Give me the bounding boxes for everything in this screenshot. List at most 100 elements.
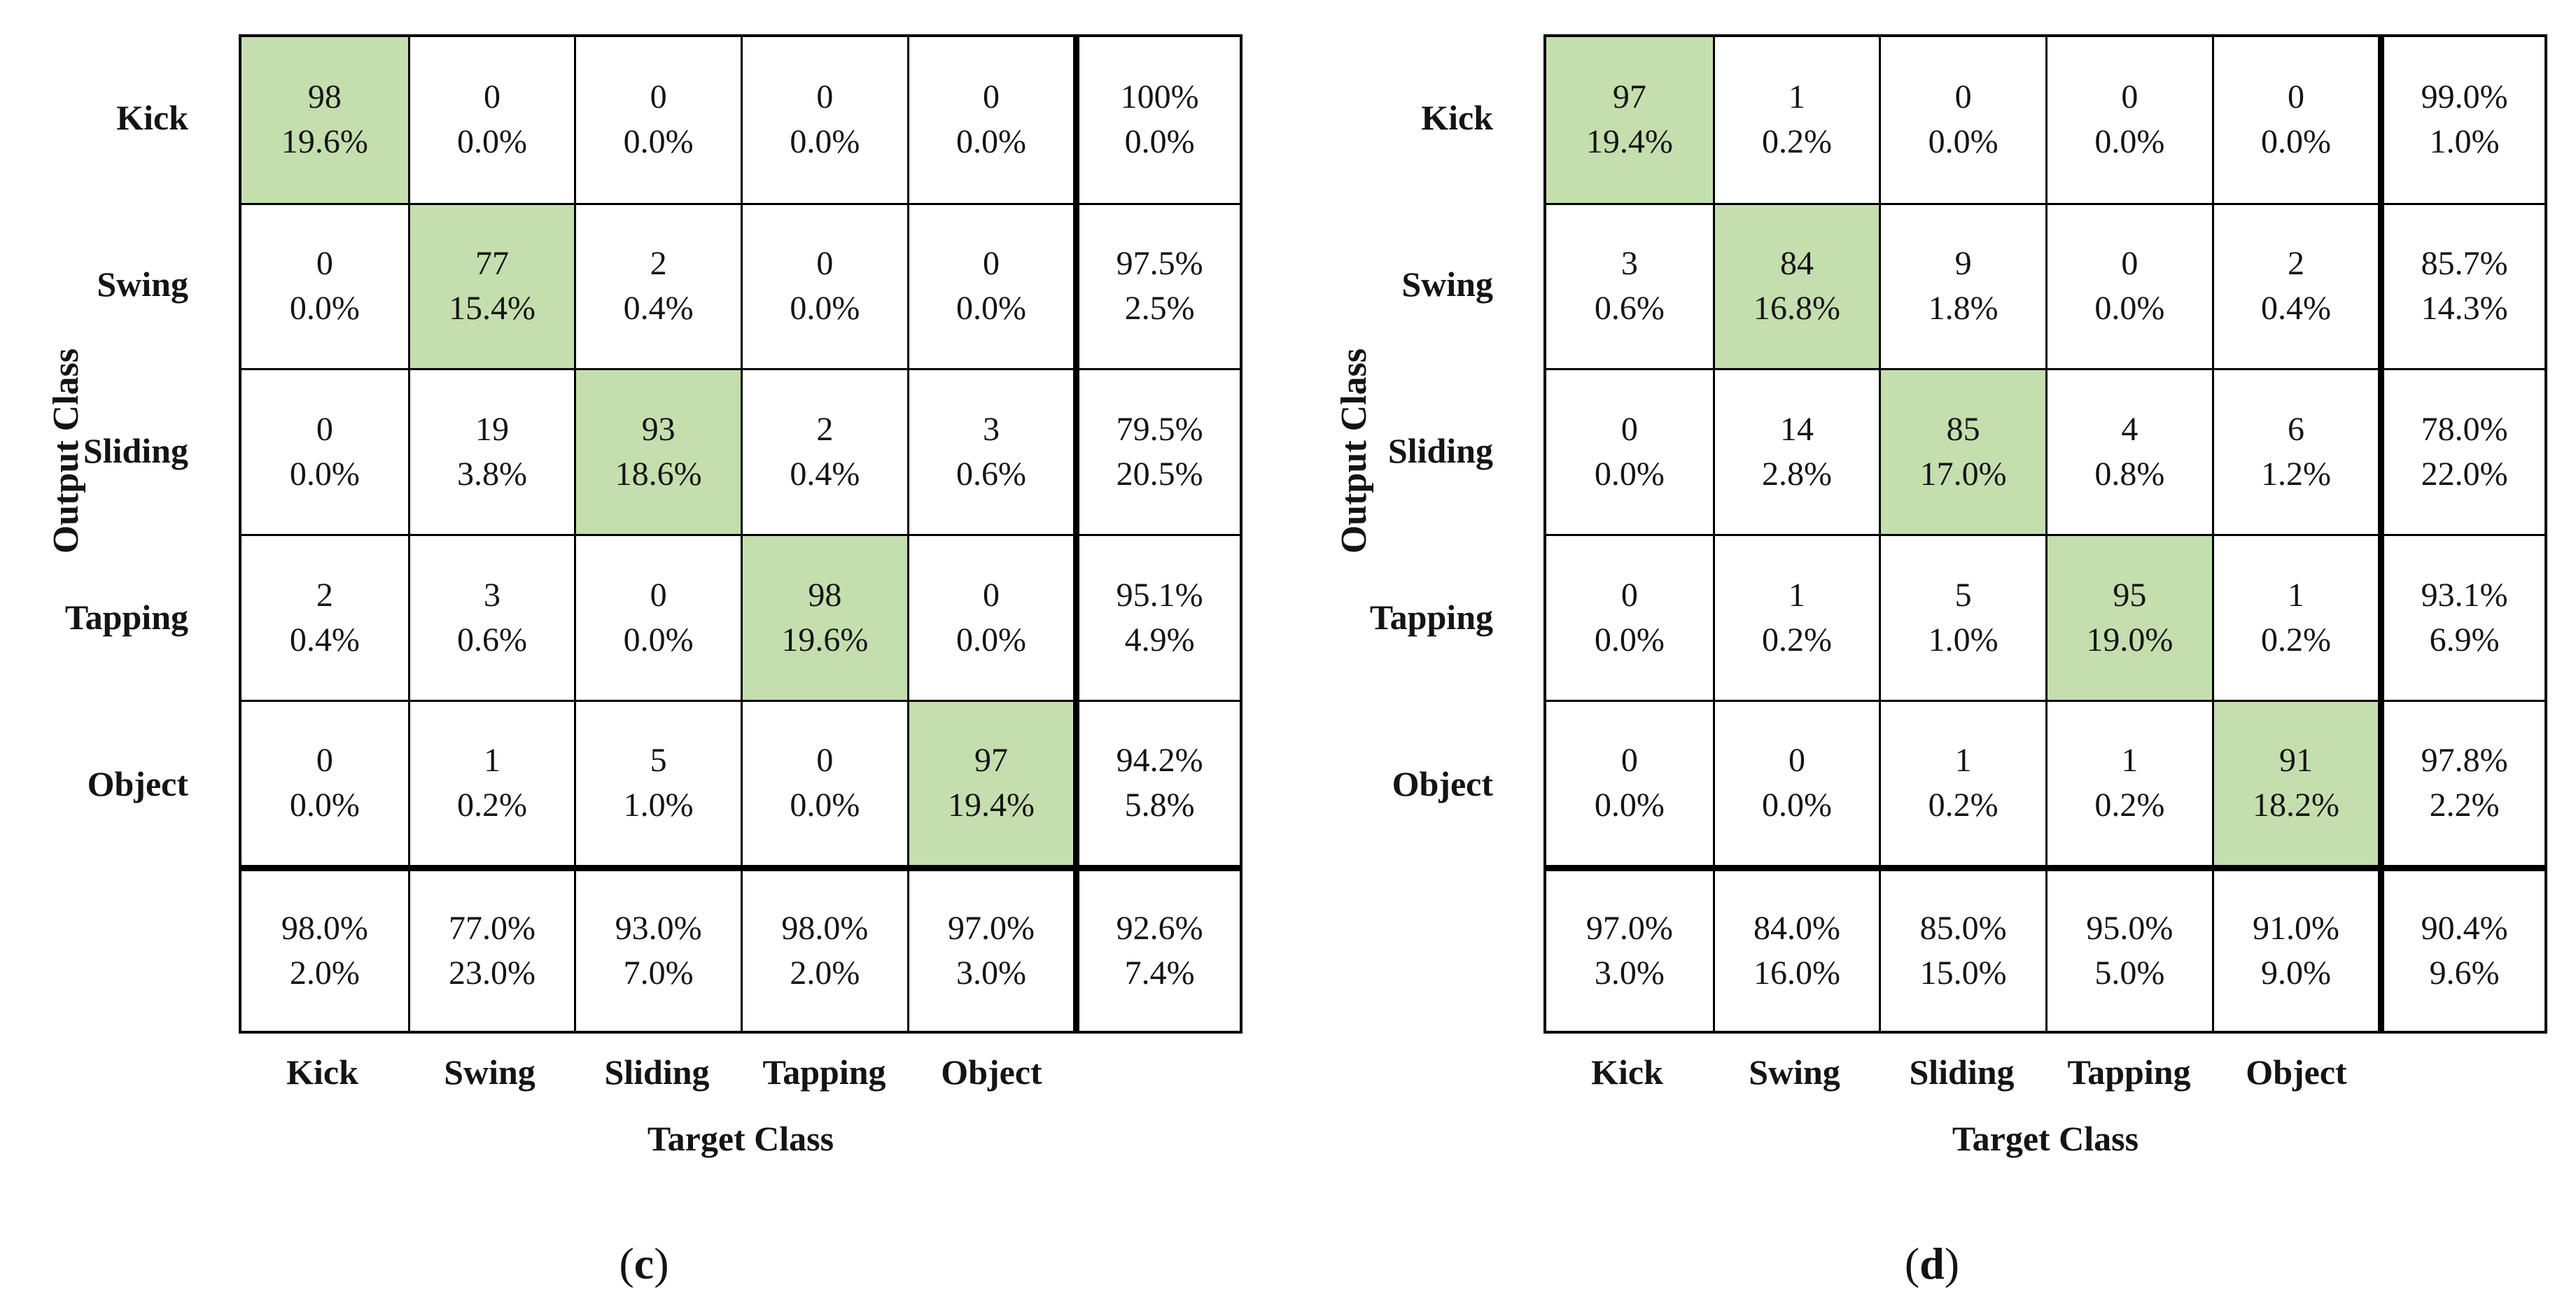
cell-value-line: 9 xyxy=(1954,245,1972,283)
matrix-cell-tapping-swing: 1 0.2% xyxy=(1712,534,1879,700)
matrix-cell-object-object: 97 19.4% xyxy=(906,699,1074,866)
cell-value-line: 3.8% xyxy=(457,456,527,493)
subfigure-caption-d: (d) xyxy=(1288,1229,2576,1299)
cell-value-line: 95.1% xyxy=(1116,576,1203,614)
cell-value-line: 0 xyxy=(982,576,1000,614)
cell-value-line: 1.0% xyxy=(2429,123,2500,161)
matrix-cell-kick-tapping: 0 0.0% xyxy=(741,37,907,203)
row-label-swing: Swing xyxy=(1401,265,1493,304)
row-labels: Kick Swing Sliding Tapping Object xyxy=(1305,34,1493,867)
matrix-cell-swing-sliding: 2 0.4% xyxy=(574,202,741,369)
cell-value-line: 19.6% xyxy=(781,621,869,658)
matrix-cell-sliding-tapping: 2 0.4% xyxy=(741,368,907,534)
column-label-kick: Kick xyxy=(1591,1052,1663,1092)
confusion-matrix-grid: 97 19.4% 1 0.2% 0 0.0% 0 0.0% 0 0.0% 99.0% 1.0% 3 0.6… xyxy=(1544,34,2547,1034)
cell-value-line: 0.4% xyxy=(790,456,860,493)
cell-value-line: 2 xyxy=(2287,245,2304,283)
confusion-matrix-panel-d: Output Class Kick Swing Sliding Tapping Obje… xyxy=(1288,0,2576,1310)
cell-value-line: 0.2% xyxy=(457,787,527,824)
cell-value-line: 99.0% xyxy=(2421,78,2508,116)
cell-value-line: 6.9% xyxy=(2429,621,2500,658)
matrix-cell-swing-swing: 84 16.8% xyxy=(1712,202,1879,369)
matrix-cell-object-tapping: 0 0.0% xyxy=(741,699,907,866)
matrix-cell-object-tapping: 1 0.2% xyxy=(2045,699,2212,866)
cell-value-line: 98 xyxy=(307,78,342,116)
matrix-cell-tapping-kick: 0 0.0% xyxy=(1546,534,1713,700)
cell-value-line: 2 xyxy=(316,576,333,614)
row-summary-cell-sliding: 78.0% 22.0% xyxy=(2378,368,2544,534)
cell-value-line: 0.0% xyxy=(956,123,1026,161)
cell-value-line: 97.5% xyxy=(1116,245,1203,283)
column-summary-cell-swing: 77.0% 23.0% xyxy=(407,865,575,1031)
caption-paren-open: ( xyxy=(1904,1239,1920,1288)
matrix-cell-kick-swing: 0 0.0% xyxy=(407,37,575,203)
cell-value-line: 20.5% xyxy=(1116,456,1203,493)
cell-value-line: 1.2% xyxy=(2261,456,2331,493)
cell-value-line: 19.0% xyxy=(2086,621,2174,658)
column-labels: Kick Swing Sliding Tapping Object xyxy=(1544,1044,2380,1100)
overall-accuracy-cell: 90.4% 9.6% xyxy=(2378,865,2544,1031)
cell-value-line: 1 xyxy=(1954,742,1972,780)
row-summary-cell-kick: 99.0% 1.0% xyxy=(2378,37,2544,203)
cell-value-line: 5.0% xyxy=(2094,955,2165,992)
cell-value-line: 85 xyxy=(1946,411,1980,449)
cell-value-line: 0.0% xyxy=(623,123,694,161)
column-summary-cell-tapping: 98.0% 2.0% xyxy=(741,865,907,1031)
matrix-cell-sliding-object: 3 0.6% xyxy=(906,368,1074,534)
cell-value-line: 97 xyxy=(974,742,1008,780)
matrix-cell-tapping-swing: 3 0.6% xyxy=(407,534,575,700)
cell-value-line: 0 xyxy=(1788,742,1805,780)
cell-value-line: 0.2% xyxy=(1762,621,1832,658)
matrix-cell-tapping-sliding: 0 0.0% xyxy=(574,534,741,700)
cell-value-line: 0.6% xyxy=(956,456,1026,493)
cell-value-line: 1 xyxy=(483,742,500,780)
cell-value-line: 9.0% xyxy=(2261,955,2331,992)
matrix-cell-tapping-object: 0 0.0% xyxy=(906,534,1074,700)
matrix-cell-sliding-tapping: 4 0.8% xyxy=(2045,368,2212,534)
cell-value-line: 16.0% xyxy=(1754,955,1840,992)
cell-value-line: 5 xyxy=(1954,576,1972,614)
cell-value-line: 2.2% xyxy=(2429,787,2500,824)
cell-value-line: 91.0% xyxy=(2253,910,2339,948)
cell-value-line: 98.0% xyxy=(281,910,368,948)
cell-value-line: 85.0% xyxy=(1919,910,2007,948)
cell-value-line: 95.0% xyxy=(2086,910,2174,948)
cell-value-line: 100% xyxy=(1120,78,1199,116)
row-label-swing: Swing xyxy=(97,265,188,304)
cell-value-line: 0.0% xyxy=(790,290,860,328)
matrix-cell-sliding-swing: 19 3.8% xyxy=(407,368,575,534)
cell-value-line: 7.4% xyxy=(1124,955,1195,992)
cell-value-line: 15.4% xyxy=(449,290,536,328)
matrix-cell-sliding-sliding: 85 17.0% xyxy=(1879,368,2045,534)
x-axis-title: Target Class xyxy=(1952,1119,2139,1158)
cell-value-line: 1 xyxy=(1788,576,1805,614)
cell-value-line: 0 xyxy=(650,576,667,614)
cell-value-line: 90.4% xyxy=(2421,910,2508,948)
column-labels: Kick Swing Sliding Tapping Object xyxy=(239,1044,1075,1100)
confusion-matrix-grid: 98 19.6% 0 0.0% 0 0.0% 0 0.0% 0 0.0% 100% 0.0% 0 0.0%… xyxy=(239,34,1242,1034)
matrix-cell-tapping-object: 1 0.2% xyxy=(2211,534,2379,700)
matrix-cell-object-kick: 0 0.0% xyxy=(1546,699,1713,866)
cell-value-line: 14 xyxy=(1779,411,1814,449)
row-label-object: Object xyxy=(87,764,188,803)
column-summary-cell-sliding: 93.0% 7.0% xyxy=(574,865,741,1031)
cell-value-line: 9.6% xyxy=(2429,955,2500,992)
cell-value-line: 93.1% xyxy=(2421,576,2508,614)
row-labels: Kick Swing Sliding Tapping Object xyxy=(0,34,188,867)
matrix-cell-kick-sliding: 0 0.0% xyxy=(1879,37,2045,203)
caption-paren-close: ) xyxy=(1944,1239,1960,1288)
row-summary-cell-swing: 97.5% 2.5% xyxy=(1073,202,1240,369)
cell-value-line: 18.2% xyxy=(2253,787,2339,824)
matrix-cell-kick-sliding: 0 0.0% xyxy=(574,37,741,203)
cell-value-line: 0.6% xyxy=(1594,290,1665,328)
matrix-cell-object-sliding: 5 1.0% xyxy=(574,699,741,866)
row-summary-cell-tapping: 93.1% 6.9% xyxy=(2378,534,2544,700)
cell-value-line: 2.0% xyxy=(289,955,360,992)
cell-value-line: 0.0% xyxy=(289,787,360,824)
matrix-cell-swing-object: 0 0.0% xyxy=(906,202,1074,369)
cell-value-line: 78.0% xyxy=(2421,411,2508,449)
column-label-sliding: Sliding xyxy=(604,1052,710,1092)
cell-value-line: 3 xyxy=(1620,245,1638,283)
cell-value-line: 0.2% xyxy=(1928,787,1998,824)
matrix-cell-kick-kick: 98 19.6% xyxy=(241,37,408,203)
